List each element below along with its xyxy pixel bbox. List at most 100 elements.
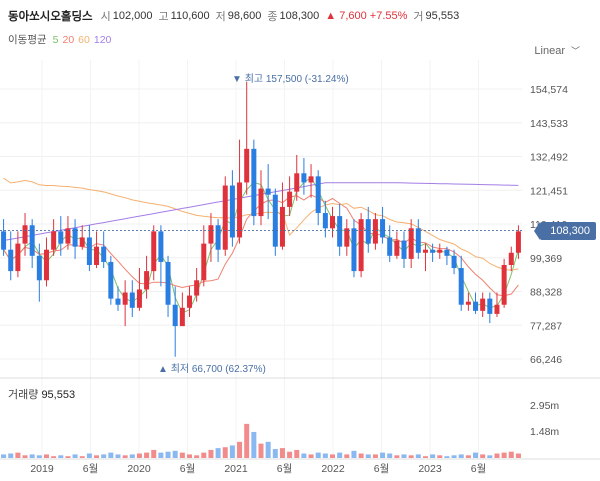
high-value: 110,600 [170,10,210,22]
time-tick-label: 6월 [277,463,293,475]
volume-bar [408,455,414,458]
candle-body [251,148,257,217]
candle-body [29,225,35,256]
candle-body [444,249,450,256]
candle-body [415,228,421,253]
volume-bar [272,449,278,458]
candle-body [144,271,150,290]
candle-body [322,213,328,229]
candle-body [215,225,221,250]
price-tick-label: 154,574 [530,84,568,96]
volume-bar [158,452,164,458]
volume-bar [515,453,521,458]
candle-body [151,231,157,272]
candle-body [465,301,471,305]
volume-bar [244,423,250,458]
candle-body [179,307,185,327]
ma-label: 이동평균 [8,34,47,46]
price-tick-label: 121,451 [530,185,568,197]
volume-bar [337,452,343,458]
volume-legend: 거래량 95,553 [8,386,75,402]
price-tick-label: 143,533 [530,118,568,130]
volume-bar [136,453,142,458]
candle-body [387,237,393,256]
time-tick-label: 6월 [471,463,487,475]
low-value: 98,600 [227,10,262,22]
stock-header: 동아쏘시오홀딩스 시 102,000 고 110,600 저 98,600 종 108,… [8,6,465,26]
candle-body [165,261,171,305]
volume-bar [58,455,64,458]
candle-body [430,249,436,253]
candle-body [394,240,400,256]
candle-body [194,280,200,296]
candle-body [136,289,142,308]
volume-bar [43,454,49,458]
candle-body [330,216,336,229]
candle-body [86,237,92,265]
volume-bar [430,454,436,458]
volume-bar [451,455,457,458]
volume-bar [8,453,14,458]
candle-body [65,228,71,244]
candle-body [79,237,85,247]
change-value: ▲ 7,600 +7.55% [325,10,408,22]
candle-body [372,219,378,244]
time-tick-label: 2020 [127,463,151,475]
candle-body [272,194,278,247]
candle-body [172,304,178,327]
candle-body [287,191,293,207]
volume-bar [36,455,42,458]
time-tick-label: 2019 [30,463,54,475]
time-tick-label: 6월 [180,463,196,475]
volume-bar [422,456,428,458]
candle-body [279,206,285,247]
candle-body [122,292,128,305]
volume-bar [487,455,493,458]
candle-body [129,292,135,308]
scale-label: Linear [534,44,565,57]
volume-bar [508,451,514,458]
price-tick-label: 99,369 [530,253,562,265]
high-label: 고 [158,11,169,23]
volume-bar [72,454,78,458]
candle-body [480,298,486,311]
low-annotation-text: 최저 66,700 (62.37%) [170,364,266,375]
price-tick-label: 77,287 [530,320,562,332]
volume-bar [394,455,400,458]
candle-body [408,228,414,259]
volume-bar [372,454,378,458]
ma-5: 5 [52,33,59,46]
high-annotation: ▼ 최고 157,500 (-31.24%) [232,74,349,85]
candle-body [494,304,500,314]
volume-bar [186,454,192,458]
volume-bar [29,454,35,458]
open-value: 102,000 [112,10,153,22]
volume-bar [265,441,271,458]
candle-body [265,188,271,195]
candle-body [158,231,164,262]
close-value: 108,300 [279,10,320,22]
candle-body [501,264,507,305]
candle-body [315,176,321,214]
volume-bar [229,445,235,458]
candle-body [1,231,7,250]
scale-dropdown[interactable]: Linear ﹀ [534,44,580,57]
volume-bar [86,453,92,458]
low-label: 저 [215,11,226,23]
volume-bar [179,452,185,458]
candle-body [43,249,49,281]
ma-legend[interactable]: 이동평균 5 20 60 120 [8,32,111,47]
volume-legend-label: 거래량 [8,389,39,401]
candle-body [222,185,228,250]
candle-body [437,249,443,253]
volume-bar [15,452,21,458]
ma-60: 60 [78,33,90,46]
time-tick-label: 6월 [374,463,390,475]
volume-bar [415,454,421,458]
volume-bar [365,454,371,458]
candle-body [351,228,357,272]
volume-bar [172,450,178,458]
candle-body [301,173,307,183]
volume-bar [22,455,28,458]
